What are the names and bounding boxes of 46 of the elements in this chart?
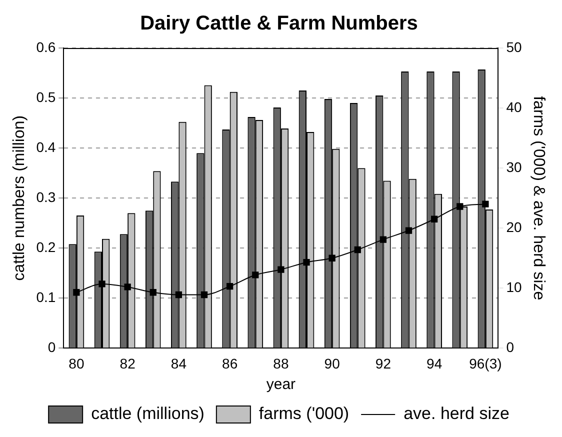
legend-label: cattle (millions) [91,404,204,424]
y-tick-label: 0.1 [36,289,56,306]
legend-label: ave. herd size [404,404,510,424]
x-tick-label: 88 [273,355,289,372]
y2-tick-label: 40 [506,98,522,115]
y2-tick-label: 30 [506,158,522,175]
y2-axis-title: farms ('000) & ave. herd size [530,96,547,300]
y-tick-label: 0.6 [36,38,56,55]
y2-tick-label: 10 [506,279,522,296]
point [328,254,336,262]
y-tick-label: 0 [48,339,56,356]
point [303,259,310,266]
x-tick-label: 92 [375,355,392,372]
y-tick-label: 0.4 [36,138,56,155]
y-tick-label: 0.3 [36,188,56,205]
chart-title: Dairy Cattle & Farm Numbers [140,12,418,35]
x-tick-label: 82 [120,355,136,372]
point [456,203,464,210]
x-tick-label: 86 [222,355,238,372]
point [226,283,234,290]
x-tick-label: 94 [426,355,442,372]
x-axis-title: year [266,376,296,394]
point [278,266,284,273]
y-tick-label: 0.2 [36,238,56,255]
point [354,246,361,254]
point [430,216,438,222]
y2-tick-label: 0 [506,339,514,356]
point [175,291,182,298]
point [150,289,156,296]
point [73,289,80,296]
x-tick-label: 80 [68,355,84,372]
legend-label: farms ('000) [258,404,350,424]
y-axis-title: cattle numbers (million) [11,115,28,281]
x-tick-label: 90 [324,355,340,372]
y2-tick-label: 50 [506,38,522,55]
point [405,227,412,234]
x-tick-label: 96(3) [469,355,502,372]
y2-tick-label: 20 [506,218,522,235]
point [124,284,131,290]
point [98,280,106,288]
x-tick-label: 84 [170,355,187,372]
y-tick-label: 0.5 [36,88,56,105]
point [482,200,489,208]
point [200,291,208,298]
point [380,236,387,243]
point [252,272,259,278]
